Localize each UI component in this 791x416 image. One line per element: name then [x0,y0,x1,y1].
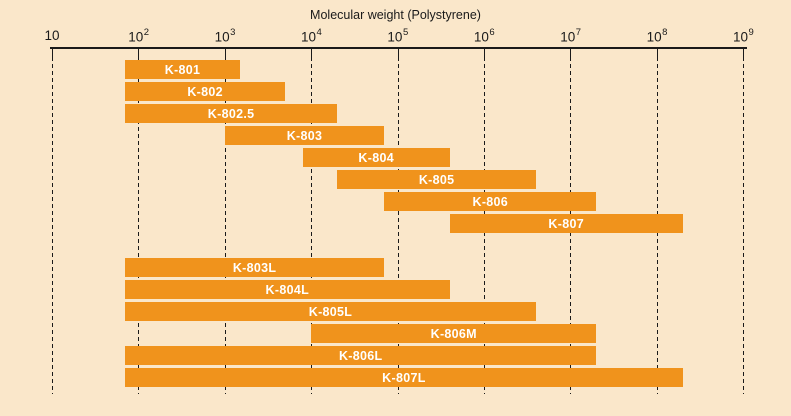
axis-tick-label: 102 [128,27,150,45]
dashed-gridline [52,57,53,394]
chart-title: Molecular weight (Polystyrene) [310,8,481,22]
bar-label: K-804 [358,150,394,165]
bar-label: K-803L [232,260,277,275]
range-bar-k-805l: K-805L [125,302,536,321]
range-bar-k-805: K-805 [337,170,536,189]
axis-tick-label: 109 [733,27,754,45]
bar-label: K-804L [265,282,310,297]
dashed-gridline [311,57,313,394]
axis-tick-mark [570,49,572,57]
range-bar-k-806: K-806 [384,192,597,211]
bar-label: K-805 [418,172,455,187]
axis-tick-mark [138,49,140,57]
axis-tick-mark [311,49,313,57]
range-bar-k-806l: K-806L [125,346,597,365]
bar-label: K-806L [338,348,383,363]
axis-tick-mark [656,49,658,57]
bar-label: K-806 [472,194,509,209]
axis-tick-mark [224,49,226,57]
range-bar-k-802: K-802 [125,82,286,101]
tick-exponent: 8 [662,27,668,38]
tick-exponent: 7 [575,27,582,38]
axis-tick-label: 108 [646,27,668,45]
tick-exponent: 4 [316,27,322,38]
bar-label: K-802.5 [207,106,255,121]
range-bar-k-803: K-803 [224,126,385,145]
axis-tick-mark [52,49,53,57]
bar-label: K-803 [286,128,323,143]
bar-label: K-802 [187,84,223,99]
axis-tick-label: 104 [301,27,322,45]
tick-exponent: 6 [489,27,495,38]
range-bar-k-807l: K-807L [125,368,683,387]
axis-tick-label: 106 [473,27,495,45]
tick-exponent: 3 [230,27,236,38]
tick-exponent: 9 [748,27,754,38]
dashed-gridline [743,57,745,394]
axis-tick-mark [484,49,485,57]
axis-tick-label: 10 [44,28,60,43]
tick-exponent: 2 [143,27,150,38]
dashed-gridline [397,57,399,394]
bar-label: K-807 [548,216,584,231]
bar-label: K-807L [382,370,426,385]
axis-baseline [50,47,747,49]
dashed-gridline [138,57,140,394]
bar-label: K-806M [430,326,477,341]
range-bar-k-804: K-804 [302,148,450,167]
range-bar-k-803l: K-803L [125,258,385,277]
axis-tick-mark [397,49,399,57]
range-bar-k-804l: K-804L [125,280,450,299]
range-bar-k-806m: K-806M [311,324,597,343]
dashed-gridline [224,57,226,394]
bar-label: K-805L [308,304,353,319]
axis-tick-label: 107 [560,27,582,45]
range-bar-k-802.5: K-802.5 [125,104,338,123]
range-bar-k-801: K-801 [125,60,240,79]
tick-exponent: 5 [402,27,409,38]
axis-tick-label: 103 [214,27,236,45]
bar-label: K-801 [164,62,201,77]
range-bar-k-807: K-807 [449,214,683,233]
axis-tick-label: 105 [387,27,409,45]
axis-tick-mark [743,49,745,57]
